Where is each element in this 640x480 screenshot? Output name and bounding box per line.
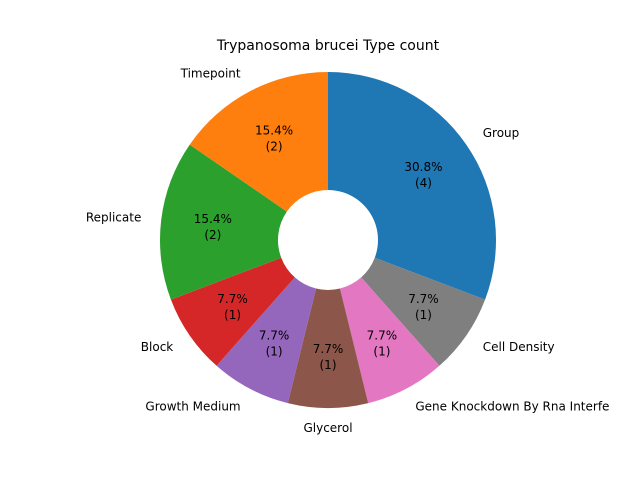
slice-cell-density (361, 257, 486, 366)
slice-count-cell-density: (1) (415, 308, 432, 322)
slice-percent-block: 7.7% (217, 292, 248, 306)
slice-label-group: Group (483, 126, 520, 140)
slice-count-replicate: (2) (204, 228, 221, 242)
slice-group (328, 72, 497, 300)
slice-label-timepoint: Timepoint (180, 67, 241, 81)
slice-percent-group: 30.8% (404, 160, 442, 174)
slice-timepoint (189, 72, 328, 212)
slice-label-block: Block (141, 340, 174, 354)
slice-growth-medium (216, 277, 317, 404)
slice-block (170, 257, 295, 366)
slice-percent-timepoint: 15.4% (255, 123, 293, 137)
slice-count-gene-knockdown-by-rna-interfe: (1) (373, 345, 390, 359)
slice-label-growth-medium: Growth Medium (145, 399, 240, 413)
slice-glycerol (287, 288, 369, 409)
slices-group (160, 72, 497, 409)
chart-title: Trypanosoma brucei Type count (216, 38, 440, 54)
slice-percent-cell-density: 7.7% (408, 292, 439, 306)
slice-replicate (160, 144, 287, 300)
slice-percent-replicate: 15.4% (194, 212, 232, 226)
slice-percent-glycerol: 7.7% (313, 342, 344, 356)
slice-label-glycerol: Glycerol (303, 421, 352, 435)
slice-count-group: (4) (415, 176, 432, 190)
slice-percent-gene-knockdown-by-rna-interfe: 7.7% (367, 329, 398, 343)
slice-percent-growth-medium: 7.7% (259, 329, 290, 343)
slice-count-block: (1) (224, 308, 241, 322)
slice-gene-knockdown-by-rna-interfe (339, 277, 440, 404)
labels-group: 30.8% (4) Group 7.7% (1) Cell Density 7.7% (1) G… (86, 67, 610, 435)
slice-count-timepoint: (2) (266, 139, 283, 153)
slice-label-gene-knockdown-by-rna-interfe: Gene Knockdown By Rna Interfe (415, 399, 609, 413)
slice-count-glycerol: (1) (320, 358, 337, 372)
slice-label-cell-density: Cell Density (483, 340, 555, 354)
slice-label-replicate: Replicate (86, 210, 142, 224)
slice-count-growth-medium: (1) (266, 345, 283, 359)
